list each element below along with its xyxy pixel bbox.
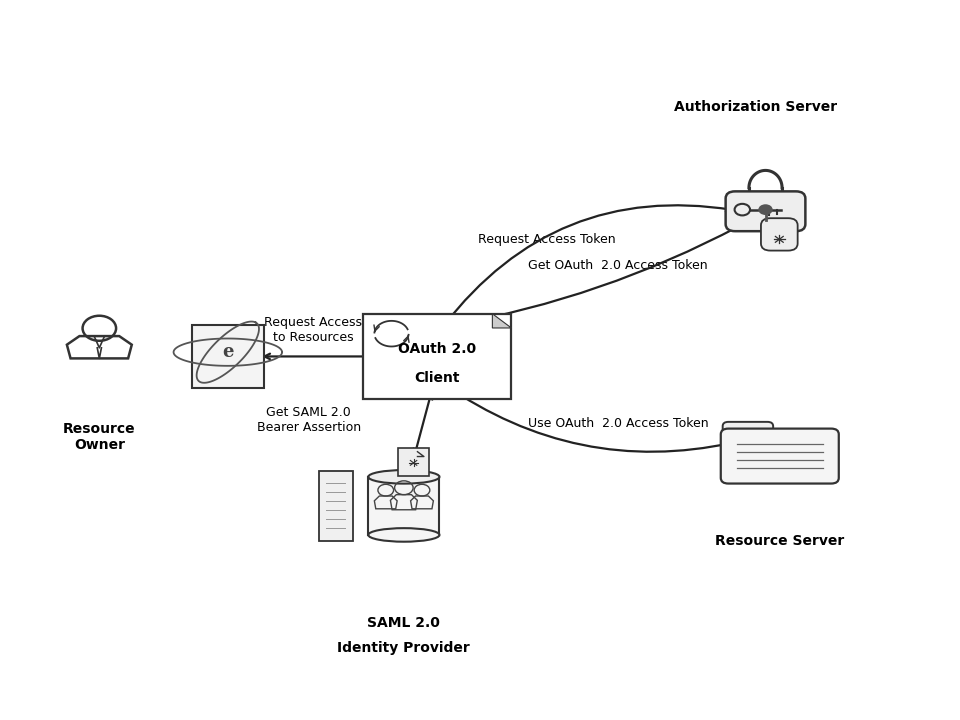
FancyBboxPatch shape	[723, 422, 773, 440]
Text: Authorization Server: Authorization Server	[675, 101, 837, 114]
Text: Identity Provider: Identity Provider	[338, 641, 470, 655]
Text: Get SAML 2.0
Bearer Assertion: Get SAML 2.0 Bearer Assertion	[256, 407, 361, 434]
Text: Client: Client	[415, 371, 460, 384]
Polygon shape	[492, 314, 512, 328]
FancyBboxPatch shape	[726, 192, 805, 231]
FancyBboxPatch shape	[363, 314, 512, 399]
Text: e: e	[222, 343, 233, 361]
Text: Request Access Token: Request Access Token	[478, 233, 615, 246]
Ellipse shape	[369, 470, 440, 484]
Polygon shape	[369, 477, 440, 535]
Circle shape	[758, 204, 773, 215]
Text: Request Access
to Resources: Request Access to Resources	[264, 316, 363, 344]
FancyBboxPatch shape	[192, 325, 264, 388]
Ellipse shape	[369, 528, 440, 541]
FancyBboxPatch shape	[721, 428, 839, 484]
Text: OAuth 2.0: OAuth 2.0	[398, 342, 476, 356]
Text: SAML 2.0: SAML 2.0	[368, 616, 441, 630]
Text: Use OAuth  2.0 Access Token: Use OAuth 2.0 Access Token	[528, 417, 708, 430]
Text: Get OAuth  2.0 Access Token: Get OAuth 2.0 Access Token	[528, 258, 708, 271]
FancyBboxPatch shape	[319, 471, 353, 541]
Text: Resource Server: Resource Server	[715, 534, 845, 549]
FancyBboxPatch shape	[398, 448, 429, 476]
FancyBboxPatch shape	[761, 218, 798, 251]
Text: Resource
Owner: Resource Owner	[63, 422, 135, 452]
